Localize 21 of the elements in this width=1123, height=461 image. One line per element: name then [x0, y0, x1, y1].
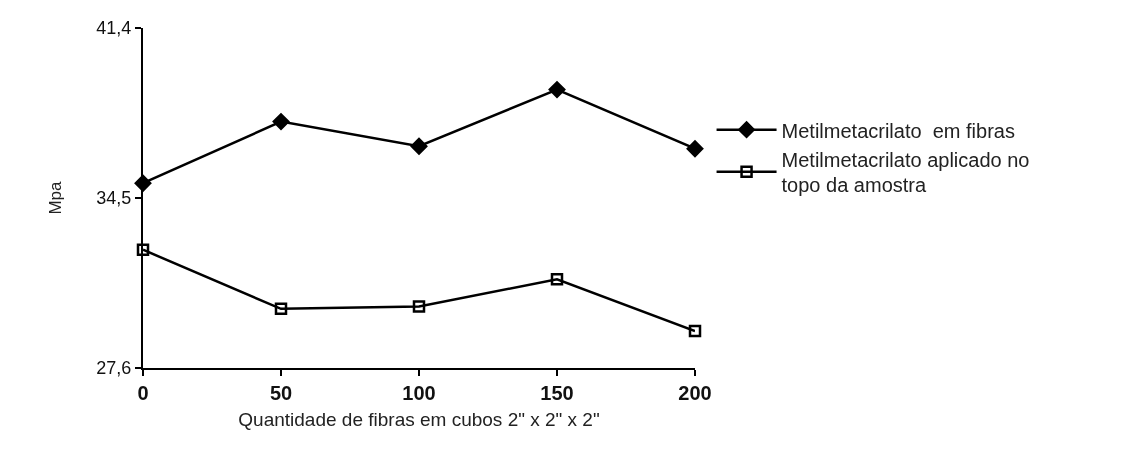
point — [412, 300, 426, 313]
y-tick-label: 27,6 — [96, 358, 132, 379]
point — [272, 113, 290, 131]
x-axis-title: Quantidade de fibras em cubos 2" x 2" x 2" — [238, 409, 600, 431]
y-tick-label: 41,4 — [96, 18, 132, 39]
x-tick-label: 100 — [402, 382, 436, 404]
point — [686, 140, 704, 158]
point — [550, 273, 564, 286]
point — [410, 137, 428, 155]
point — [688, 324, 702, 338]
x-tick-label: 50 — [269, 382, 293, 404]
point — [548, 81, 566, 98]
legend-label: Metilmetacrilato em fibras — [781, 119, 1015, 142]
x-tick-label: 0 — [137, 382, 149, 404]
x-tick-label: 200 — [678, 382, 712, 404]
x-tick-label: 150 — [540, 382, 574, 404]
legend-label: Metilmetacrilato aplicado no topo da amostra — [781, 148, 1030, 197]
point — [136, 243, 150, 256]
y-axis-title: Mpa — [46, 180, 66, 215]
y-tick-label: 34,5 — [96, 188, 132, 209]
point — [274, 302, 288, 316]
